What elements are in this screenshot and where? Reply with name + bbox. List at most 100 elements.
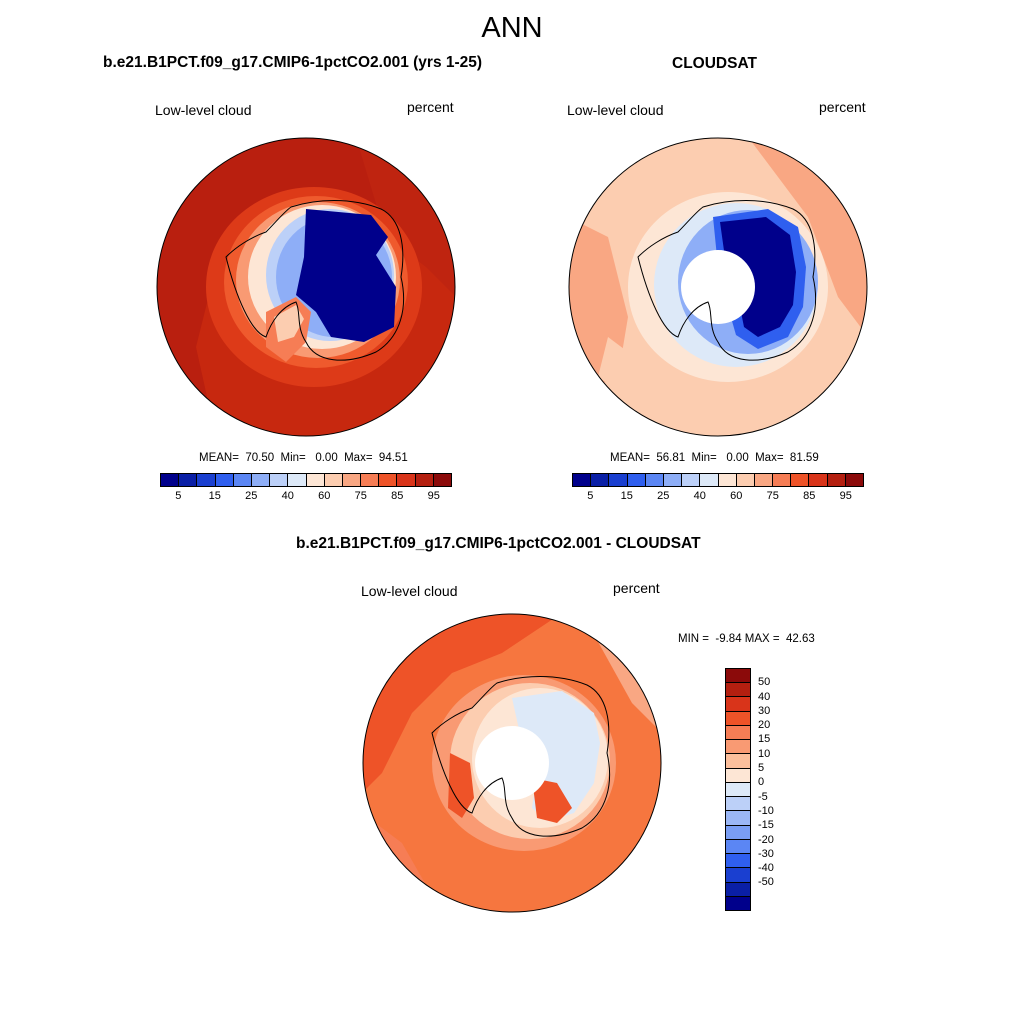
panel2-tick: 15 (620, 490, 633, 502)
panel3-variable: Low-level cloud (361, 583, 458, 599)
panel2-tick: 5 (587, 490, 594, 502)
panel1-tick: 95 (427, 490, 440, 502)
panel3-units: percent (613, 580, 660, 596)
colorbar-swatch (161, 474, 180, 486)
colorbar-swatch (379, 474, 398, 486)
colorbar-swatch (306, 474, 325, 486)
panel2-tick: 85 (803, 490, 816, 502)
panel1-tick: 40 (281, 490, 294, 502)
panel2-title: CLOUDSAT (672, 55, 757, 72)
panel2-colorbar-labels: 5 15 25 40 60 75 85 95 (572, 490, 864, 506)
colorbar-swatch (415, 474, 434, 486)
colorbar-swatch (288, 474, 307, 486)
panel2-units: percent (819, 99, 866, 115)
colorbar-swatch (809, 474, 828, 486)
colorbar-swatch (726, 669, 750, 684)
diff-tick: 5 (758, 762, 765, 775)
diff-tick: -15 (758, 819, 774, 832)
panel2-tick: 60 (730, 490, 743, 502)
colorbar-swatch (726, 854, 750, 869)
diff-colorbar (725, 668, 751, 911)
panel2-coastline (637, 200, 816, 361)
colorbar-swatch (726, 725, 750, 741)
colorbar-swatch (726, 768, 750, 783)
colorbar-swatch (726, 839, 750, 855)
colorbar-swatch (700, 474, 719, 486)
colorbar-swatch (773, 474, 792, 486)
colorbar-swatch (726, 825, 750, 840)
colorbar-swatch (726, 782, 750, 798)
colorbar-swatch (609, 474, 628, 486)
colorbar-swatch (791, 474, 810, 486)
panel1-coastline (225, 200, 404, 361)
colorbar-swatch (270, 474, 289, 486)
colorbar-swatch (645, 474, 664, 486)
diff-tick: 50 (758, 676, 771, 689)
panel1-tick: 75 (354, 490, 367, 502)
diff-tick: 15 (758, 733, 771, 746)
panel1-polar-map (156, 137, 456, 437)
colorbar-swatch (573, 474, 592, 486)
colorbar-swatch (845, 474, 863, 486)
colorbar-swatch (718, 474, 737, 486)
colorbar-swatch (251, 474, 271, 486)
panel3-coastline (431, 676, 610, 837)
diff-tick: -40 (758, 862, 774, 875)
colorbar-swatch (591, 474, 610, 486)
diff-tick: 10 (758, 747, 771, 760)
colorbar-swatch (726, 797, 750, 812)
diff-tick: -30 (758, 847, 774, 860)
panel1-tick: 85 (391, 490, 404, 502)
diff-tick: -10 (758, 804, 774, 817)
panel1-tick: 60 (318, 490, 331, 502)
colorbar-swatch (726, 896, 750, 910)
colorbar-swatch (726, 868, 750, 883)
panel2-tick: 75 (766, 490, 779, 502)
colorbar-swatch (726, 711, 750, 726)
panel1-tick: 5 (175, 490, 182, 502)
panel1-title: b.e21.B1PCT.f09_g17.CMIP6-1pctCO2.001 (y… (103, 54, 483, 71)
colorbar-swatch (342, 474, 362, 486)
colorbar-swatch (726, 882, 750, 897)
colorbar-swatch (827, 474, 846, 486)
diff-tick: -50 (758, 876, 774, 889)
panel1-units: percent (407, 99, 454, 115)
diff-colorbar-labels: 50 40 30 20 15 10 5 0 -5 -10 -15 -20 -30… (758, 668, 798, 911)
colorbar-swatch (179, 474, 198, 486)
panel1-tick: 15 (208, 490, 221, 502)
main-title: ANN (481, 12, 543, 44)
colorbar-swatch (215, 474, 234, 486)
diff-tick: 30 (758, 704, 771, 717)
colorbar-swatch (726, 683, 750, 698)
colorbar-swatch (233, 474, 252, 486)
colorbar-swatch (726, 811, 750, 826)
colorbar-swatch (726, 740, 750, 755)
panel3-stats: MIN = -9.84 MAX = 42.63 (678, 633, 815, 645)
panel2-polar-map (568, 137, 868, 437)
colorbar-swatch (361, 474, 380, 486)
panel3-title: b.e21.B1PCT.f09_g17.CMIP6-1pctCO2.001 - … (296, 535, 701, 552)
diff-tick: 20 (758, 719, 771, 732)
panel1-variable: Low-level cloud (155, 102, 252, 118)
panel2-colorbar (572, 473, 864, 487)
panel1-colorbar (160, 473, 452, 487)
colorbar-swatch (197, 474, 216, 486)
panel1-stats: MEAN= 70.50 Min= 0.00 Max= 94.51 (199, 452, 408, 464)
colorbar-swatch (736, 474, 755, 486)
colorbar-swatch (433, 474, 451, 486)
colorbar-swatch (397, 474, 416, 486)
diff-tick: 0 (758, 776, 765, 789)
colorbar-swatch (726, 697, 750, 712)
colorbar-swatch (754, 474, 774, 486)
diff-tick: 40 (758, 690, 771, 703)
diff-tick: -5 (758, 790, 768, 803)
colorbar-swatch (726, 754, 750, 769)
panel2-tick: 95 (839, 490, 852, 502)
panel1-colorbar-labels: 5 15 25 40 60 75 85 95 (160, 490, 452, 506)
panel3-polar-map (362, 613, 662, 913)
colorbar-swatch (324, 474, 343, 486)
diff-tick: -20 (758, 833, 774, 846)
colorbar-swatch (627, 474, 646, 486)
panel1-tick: 25 (245, 490, 258, 502)
panel2-stats: MEAN= 56.81 Min= 0.00 Max= 81.59 (610, 452, 819, 464)
